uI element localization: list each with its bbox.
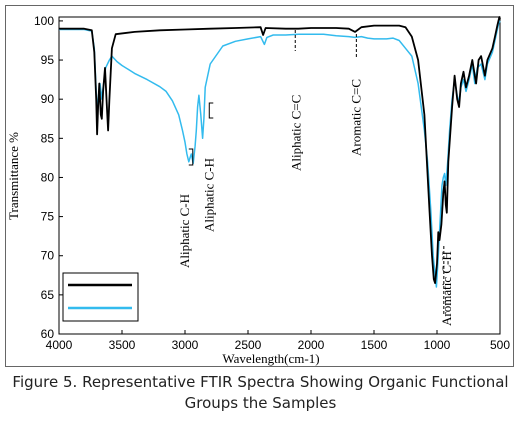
annotation-label: Aromatic C-H [439,251,454,326]
annotation-label: Aliphatic C=C [288,95,303,171]
annotation-label: Aliphatic C-H [201,158,216,232]
x-tick-label: 1000 [424,338,451,352]
caption-line-2: Groups the Samples [184,394,337,412]
annotation-bracket [208,102,214,119]
x-tick-label: 2500 [235,338,262,352]
x-tick-label: 2000 [298,338,325,352]
figure-frame: 4000 3500 3000 2500 2000 1500 1000 500 60 65 70 75… [5,5,514,367]
y-axis-ticks: 60 65 70 75 80 85 90 95 100 [34,14,63,341]
y-tick-label: 70 [41,249,55,263]
legend [62,272,139,322]
annotation-bracket [188,148,194,166]
y-tick-label: 90 [41,92,55,106]
annotations: Aliphatic C-H Aliphatic C-H Aliphatic C=C A… [177,30,454,326]
y-tick-label: 85 [41,131,55,145]
annotation-label: Aliphatic C-H [177,194,192,268]
y-tick-label: 95 [41,53,55,67]
series-line-1 [59,16,501,284]
x-axis-ticks: 4000 3500 3000 2500 2000 1500 1000 500 [46,330,510,352]
caption-line-1: Figure 5. Representative FTIR Spectra Sh… [12,373,509,391]
y-tick-label: 60 [41,327,55,341]
x-tick-label: 4000 [46,338,73,352]
series-group [59,16,501,288]
annotation-label: Aromatic C=C [348,79,363,156]
legend-box [62,272,139,322]
x-tick-label: 3500 [109,338,136,352]
x-tick-label: 500 [490,338,510,352]
y-tick-label: 65 [41,288,55,302]
y-tick-label: 75 [41,210,55,224]
x-tick-label: 3000 [172,338,199,352]
ftir-chart: 4000 3500 3000 2500 2000 1500 1000 500 60 65 70 75… [6,14,510,366]
figure-caption: Figure 5. Representative FTIR Spectra Sh… [0,372,521,414]
y-axis-label: Transmittance % [6,132,21,220]
y-tick-label: 80 [41,170,55,184]
plot-area [58,16,501,335]
series-line-2 [59,20,501,288]
x-axis-label: Wavelength(cm-1) [222,351,319,366]
y-tick-label: 100 [34,14,54,28]
x-tick-label: 1500 [361,338,388,352]
